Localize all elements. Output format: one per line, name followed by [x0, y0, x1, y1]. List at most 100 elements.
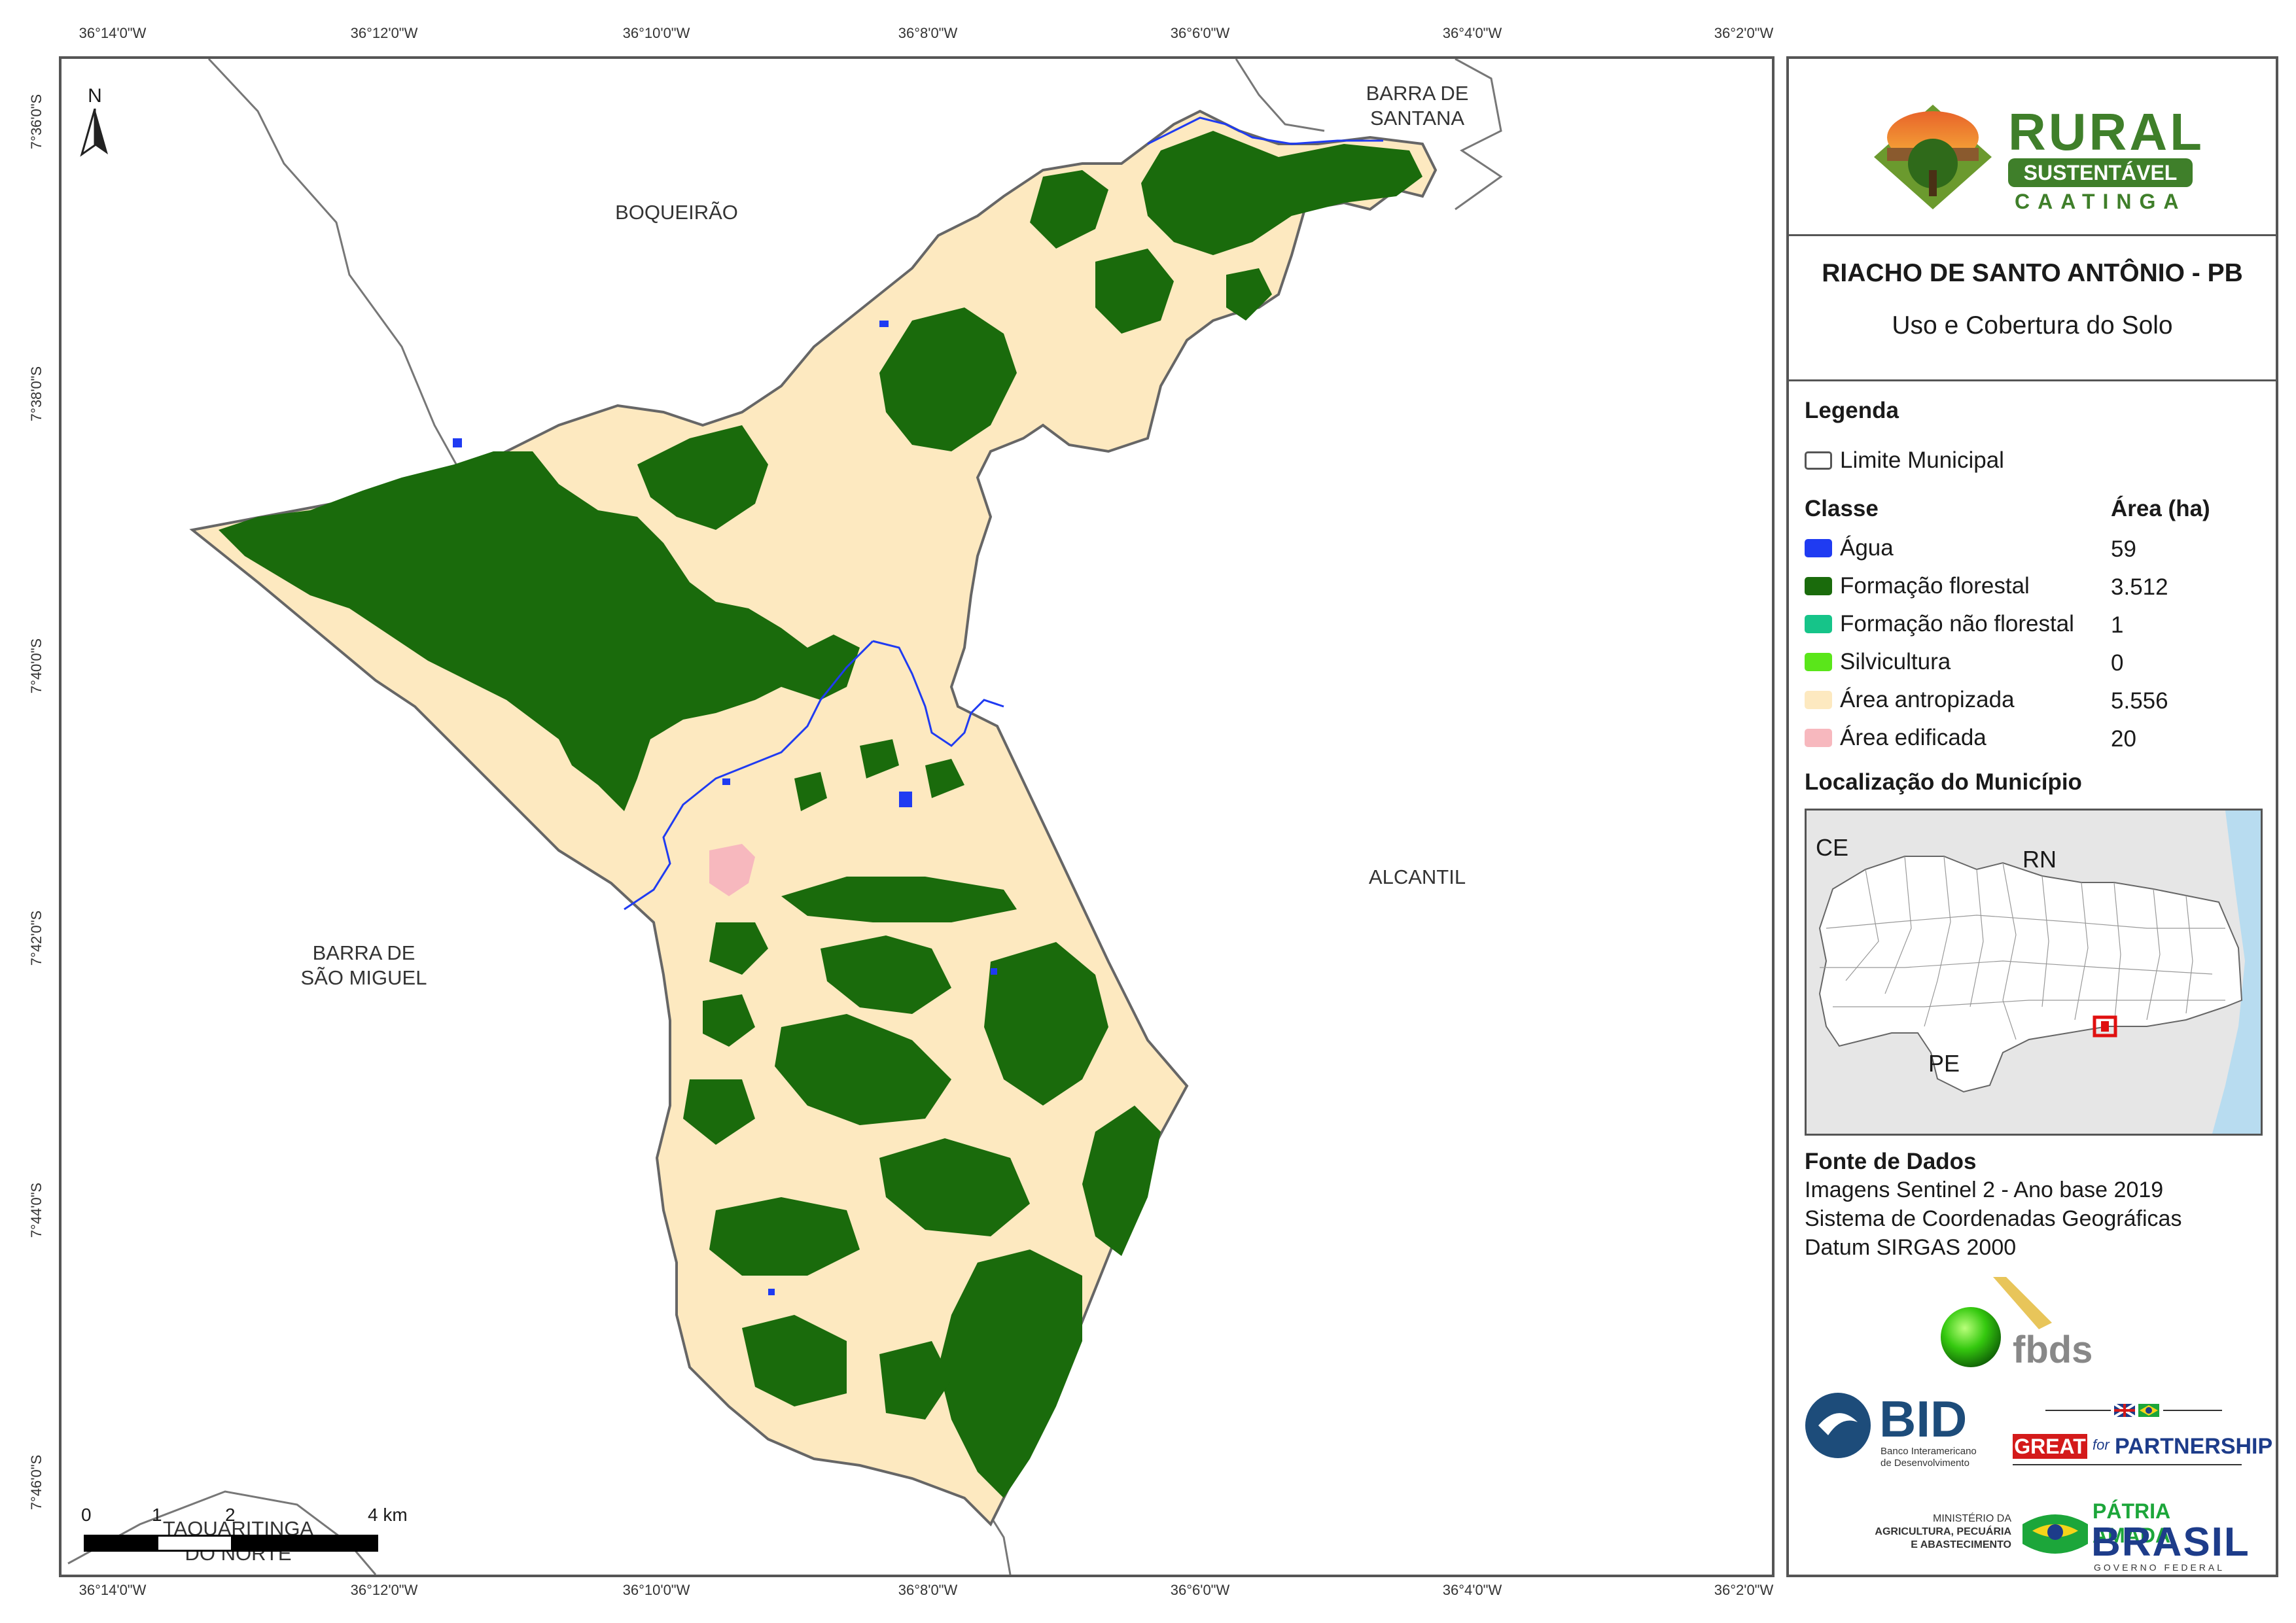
lat-label: 7°42'0"S — [28, 910, 44, 966]
source-line: Datum SIRGAS 2000 — [1805, 1235, 2017, 1260]
legend-row-nonforest: Formação não florestal — [1805, 610, 2074, 638]
logo-rural: RURAL — [2008, 103, 2204, 161]
lat-label: 7°36'0"S — [28, 94, 44, 150]
lat-label: 7°46'0"S — [28, 1454, 44, 1510]
brasil-logo: PÁTRIA AMADA BRASIL GOVERNO FEDERAL — [2019, 1499, 2249, 1573]
nonforest-swatch — [1805, 615, 1832, 633]
lon-label-top: 36°6'0"W — [1170, 25, 1230, 41]
lon-label-top: 36°14'0"W — [79, 25, 147, 41]
state-label-rn: RN — [2022, 846, 2057, 873]
source-line: Imagens Sentinel 2 - Ano base 2019 — [1805, 1178, 2164, 1202]
scale-label: 4 km — [368, 1505, 408, 1525]
legend-row-silviculture: Silvicultura — [1805, 648, 1951, 676]
area-value: 3.512 — [2111, 574, 2168, 600]
legend-label: Formação florestal — [1840, 573, 2030, 599]
built-swatch — [1805, 729, 1832, 747]
area-value: 5.556 — [2111, 688, 2168, 714]
lon-label-top: 36°4'0"W — [1442, 25, 1502, 41]
great-for: for — [2093, 1437, 2110, 1453]
anthropized-swatch — [1805, 691, 1832, 709]
scale-track — [84, 1535, 378, 1552]
source-heading: Fonte de Dados — [1805, 1149, 1977, 1174]
silviculture-swatch — [1805, 653, 1832, 671]
map-frame[interactable]: N BARRA DE SANTANA BOQUEIRÃO ALCANTIL BA… — [59, 56, 1775, 1577]
class-header: Classe — [1805, 496, 1879, 521]
divider — [1789, 234, 2276, 236]
location-inset: CE RN PE — [1805, 809, 2263, 1136]
forest-swatch — [1805, 577, 1832, 595]
area-value: 1 — [2111, 612, 2124, 638]
place-line: SÃO MIGUEL — [300, 966, 427, 989]
bid-logo: BID Banco Interamericano de Desenvolvime… — [1802, 1389, 2011, 1475]
place-line: BARRA DE — [312, 941, 415, 964]
legend-row-anthropized: Área antropizada — [1805, 686, 2015, 714]
legend-label: Formação não florestal — [1840, 611, 2074, 637]
legend-row-forest: Formação florestal — [1805, 572, 2030, 601]
place-barra-de-santana: BARRA DE SANTANA — [1366, 81, 1469, 131]
divider — [1789, 379, 2276, 381]
legend-label: Silvicultura — [1840, 649, 1951, 674]
ministry-line: AGRICULTURA, PECUÁRIA — [1875, 1526, 2011, 1537]
legend-label: Área antropizada — [1840, 687, 2015, 712]
water-bodies — [453, 321, 997, 1295]
location-map — [1818, 811, 2261, 1134]
scale-label: 1 — [152, 1505, 162, 1525]
scale-label: 0 — [81, 1505, 92, 1525]
scale-label: 2 — [225, 1505, 236, 1525]
north-arrow-icon — [80, 109, 108, 157]
logo-caatinga: CAATINGA — [2015, 190, 2187, 213]
legend-heading: Legenda — [1805, 398, 1899, 423]
bid-sub-line: de Desenvolvimento — [1881, 1457, 1969, 1469]
place-alcantil: ALCANTIL — [1368, 865, 1466, 888]
north-label: N — [88, 85, 102, 107]
source-line: Sistema de Coordenadas Geográficas — [1805, 1206, 2182, 1231]
ministry-logo: MINISTÉRIO DA AGRICULTURA, PECUÁRIA E AB… — [1854, 1512, 2011, 1558]
brasil-flag-icon — [2022, 1514, 2088, 1554]
ministry-line: E ABASTECIMENTO — [1911, 1539, 2011, 1550]
lon-label-top: 36°10'0"W — [622, 25, 690, 41]
lon-label-bottom: 36°14'0"W — [79, 1582, 147, 1598]
state-label-ce: CE — [1816, 834, 1849, 861]
water-swatch — [1805, 539, 1832, 557]
map-subtitle: Uso e Cobertura do Solo — [1892, 311, 2173, 340]
lon-label-bottom: 36°4'0"W — [1442, 1582, 1502, 1598]
lat-label: 7°40'0"S — [28, 638, 44, 694]
rivers — [624, 116, 1383, 911]
info-panel: RURAL SUSTENTÁVEL CAATINGA RIACHO DE SAN… — [1786, 56, 2278, 1577]
scale-bar: 0 1 2 4 km — [75, 1505, 415, 1557]
area-value: 20 — [2111, 726, 2136, 752]
legend-row-built: Área edificada — [1805, 724, 1987, 752]
map-canvas — [67, 59, 1503, 1575]
lon-label-bottom: 36°2'0"W — [1714, 1582, 1774, 1598]
legend-label: Área edificada — [1840, 725, 1987, 750]
state-label-pe: PE — [1928, 1050, 1960, 1077]
ministry-line: MINISTÉRIO DA — [1932, 1513, 2011, 1524]
flags-icon — [2045, 1403, 2222, 1418]
area-value: 0 — [2111, 650, 2124, 676]
place-line: BARRA DE — [1366, 82, 1469, 105]
bid-emblem-icon — [1805, 1393, 1871, 1458]
place-line: SANTANA — [1369, 107, 1465, 130]
lon-label-top: 36°2'0"W — [1714, 25, 1774, 41]
bid-subtitle: Banco Interamericano de Desenvolvimento — [1881, 1446, 1977, 1469]
great-partnership: PARTNERSHIP — [2115, 1434, 2273, 1459]
place-boqueirao: BOQUEIRÃO — [615, 201, 738, 224]
bid-sub-line: Banco Interamericano — [1881, 1446, 1977, 1457]
legend-label: Água — [1840, 535, 1894, 561]
legend-row-water: Água — [1805, 534, 1894, 563]
divider — [2013, 1464, 2242, 1465]
built-up-area — [709, 844, 755, 896]
governo-federal: GOVERNO FEDERAL — [2094, 1562, 2225, 1573]
lon-label-bottom: 36°8'0"W — [898, 1582, 958, 1598]
location-heading: Localização do Município — [1805, 769, 2082, 795]
municipality-area — [189, 109, 1438, 1527]
lon-label-bottom: 36°10'0"W — [622, 1582, 690, 1598]
legend-row-boundary: Limite Municipal — [1805, 446, 2004, 475]
place-barra-de-sao-miguel: BARRA DE SÃO MIGUEL — [301, 941, 427, 990]
lon-label-bottom: 36°12'0"W — [350, 1582, 418, 1598]
lon-label-top: 36°8'0"W — [898, 25, 958, 41]
map-title: RIACHO DE SANTO ANTÔNIO - PB — [1822, 259, 2243, 287]
logo-sustentavel: SUSTENTÁVEL — [2008, 158, 2193, 187]
caatinga-tree-icon — [1874, 105, 1992, 209]
lat-label: 7°38'0"S — [28, 366, 44, 422]
